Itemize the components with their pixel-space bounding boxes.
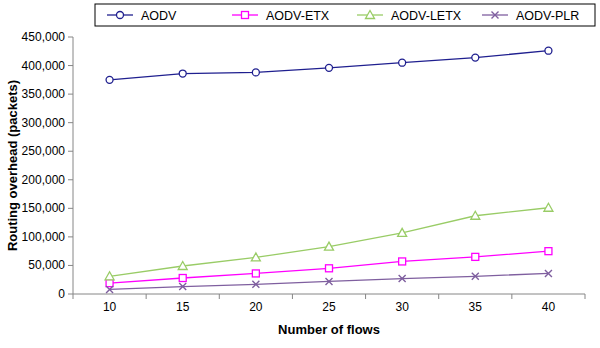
- y-tick-label: 350,000: [22, 87, 66, 101]
- legend-marker: [242, 12, 249, 19]
- data-point: [178, 262, 187, 270]
- data-point: [179, 275, 186, 282]
- legend-marker: [492, 12, 499, 19]
- data-point: [399, 275, 406, 282]
- data-point: [399, 59, 406, 66]
- legend-label: AODV-LETX: [391, 9, 462, 23]
- y-tick: [68, 94, 73, 95]
- y-tick-label: 300,000: [22, 116, 66, 130]
- y-tick: [68, 151, 73, 152]
- data-point: [471, 211, 480, 219]
- y-tick: [68, 265, 73, 266]
- y-tick: [68, 37, 73, 38]
- data-point: [399, 258, 406, 265]
- legend-label: AODV-ETX: [266, 9, 330, 23]
- y-tick-label: 0: [58, 287, 65, 301]
- series-line: [110, 51, 549, 80]
- x-tick: [585, 294, 586, 299]
- x-axis: [73, 294, 585, 295]
- plot-area: [105, 47, 553, 293]
- x-tick: [146, 294, 147, 299]
- y-tick: [68, 236, 73, 237]
- data-point: [106, 286, 113, 293]
- y-tick: [68, 208, 73, 209]
- y-tick: [68, 294, 73, 295]
- x-axis-title: Number of flows: [278, 322, 380, 337]
- y-tick: [68, 65, 73, 66]
- legend-marker: [366, 11, 375, 19]
- x-tick-label: 20: [249, 300, 263, 314]
- y-tick-label: 400,000: [22, 59, 66, 73]
- data-point: [179, 283, 186, 290]
- data-point: [326, 64, 333, 71]
- x-tick: [219, 294, 220, 299]
- x-tick-label: 10: [103, 300, 117, 314]
- chart: 0 50,000 100,000 150,000 200,000 250,000 300,0…: [0, 0, 600, 348]
- x-tick: [73, 294, 74, 299]
- data-point: [325, 242, 334, 250]
- x-tick-label: 30: [395, 300, 409, 314]
- legend-label: AODV-PLR: [516, 9, 579, 23]
- data-point: [252, 69, 259, 76]
- data-point: [105, 272, 114, 280]
- series-line: [110, 273, 549, 289]
- data-point: [326, 265, 333, 272]
- y-tick: [68, 122, 73, 123]
- data-point: [472, 54, 479, 61]
- y-axis-title: Routing overhead (packets): [5, 80, 20, 251]
- x-tick: [438, 294, 439, 299]
- data-point: [545, 270, 552, 277]
- legend: AODV AODV-ETX AODV-LETX AODV-PLR: [95, 4, 595, 26]
- y-tick-label: 150,000: [22, 201, 66, 215]
- y-tick: [68, 179, 73, 180]
- x-tick: [292, 294, 293, 299]
- data-point: [106, 280, 113, 287]
- x-tick: [365, 294, 366, 299]
- data-point: [472, 253, 479, 260]
- series-line: [110, 208, 549, 277]
- data-point: [252, 281, 259, 288]
- x-tick: [511, 294, 512, 299]
- legend-box: [95, 4, 595, 26]
- data-point: [545, 47, 552, 54]
- data-point: [545, 248, 552, 255]
- legend-label: AODV: [141, 9, 177, 23]
- y-tick-label: 50,000: [28, 258, 65, 272]
- x-tick-label: 35: [469, 300, 483, 314]
- data-point: [544, 203, 553, 211]
- y-axis: [73, 37, 74, 294]
- y-tick-label: 250,000: [22, 144, 66, 158]
- x-tick-label: 40: [542, 300, 556, 314]
- data-point: [179, 70, 186, 77]
- data-point: [252, 270, 259, 277]
- data-point: [326, 278, 333, 285]
- y-tick-label: 450,000: [22, 30, 66, 44]
- x-tick-label: 15: [176, 300, 190, 314]
- y-tick-label: 100,000: [22, 230, 66, 244]
- data-point: [106, 76, 113, 83]
- data-point: [398, 228, 407, 236]
- x-tick-label: 25: [322, 300, 336, 314]
- data-point: [251, 253, 260, 261]
- legend-marker: [117, 12, 124, 19]
- y-tick-label: 200,000: [22, 173, 66, 187]
- data-point: [472, 273, 479, 280]
